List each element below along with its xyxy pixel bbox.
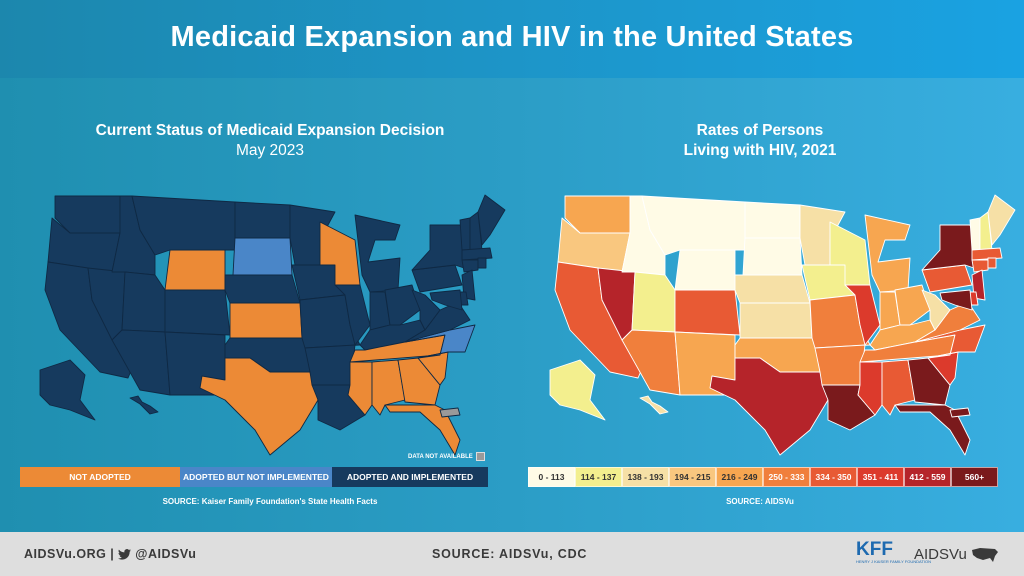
header-banner: Medicaid Expansion and HIV in the United…	[0, 0, 1024, 78]
hiv-state-ma	[971, 247, 1003, 261]
medicaid-state-tx	[199, 357, 319, 456]
medicaid-state-md	[429, 289, 463, 311]
footer-source: SOURCE: AIDSVu, CDC	[432, 547, 588, 561]
medicaid-state-wv	[411, 289, 441, 331]
page-title: Medicaid Expansion and HIV in the United…	[170, 21, 854, 53]
hiv-legend-item: 351 - 411	[857, 467, 904, 487]
hiv-state-il	[844, 284, 881, 346]
medicaid-state-wy	[164, 249, 226, 291]
medicaid-state-wa	[54, 195, 121, 234]
aidsvu-logo-text: AIDSVu	[914, 546, 967, 563]
medicaid-state-wi	[319, 221, 361, 286]
medicaid-state-ak	[39, 359, 96, 421]
hiv-legend: 0 - 113 114 - 137 138 - 193 194 - 215 216 - …	[528, 467, 998, 487]
medicaid-state-ut	[121, 271, 166, 333]
hiv-state-ga	[907, 357, 951, 406]
hiv-state-ak	[549, 359, 606, 421]
hiv-state-wy	[674, 249, 736, 291]
footer-links: AIDSVu.ORG | @AIDSVu	[24, 547, 196, 561]
medicaid-state-me	[477, 194, 506, 246]
medicaid-state-nc	[404, 324, 476, 359]
medicaid-state-ne	[224, 274, 301, 304]
hiv-state-me	[987, 194, 1016, 246]
medicaid-legend-item: ADOPTED BUT NOT IMPLEMENTED	[180, 467, 332, 487]
left-subtitle: May 2023	[235, 142, 305, 159]
hiv-state-ct	[971, 259, 989, 273]
hiv-legend-item: 138 - 193	[622, 467, 669, 487]
hiv-state-hi	[639, 395, 669, 415]
right-panel-title: Rates of Persons Living with HIV, 2021	[520, 121, 1000, 161]
hiv-state-md	[939, 289, 973, 311]
hiv-legend-item: 334 - 350	[810, 467, 857, 487]
hiv-state-nd	[744, 201, 801, 239]
medicaid-map	[39, 194, 1016, 456]
na-legend: DATA NOT AVAILABLE	[408, 452, 485, 461]
hiv-state-mi	[864, 214, 911, 293]
twitter-icon	[118, 549, 132, 560]
hiv-state-fl	[894, 404, 971, 456]
medicaid-legend-item: ADOPTED AND IMPLEMENTED	[332, 467, 488, 487]
left-panel-title: Current Status of Medicaid Expansion Dec…	[30, 121, 510, 161]
medicaid-state-hi	[129, 395, 159, 415]
hiv-state-oh	[894, 284, 931, 326]
hiv-state-co	[674, 289, 741, 336]
twitter-handle-link[interactable]: @AIDSVu	[135, 547, 197, 561]
na-swatch	[475, 452, 485, 461]
medicaid-state-ks	[229, 302, 303, 339]
medicaid-state-ar	[304, 344, 356, 386]
hiv-state-nc	[914, 324, 986, 359]
hiv-state-az	[621, 329, 681, 396]
left-title-text: Current Status of Medicaid Expansion Dec…	[95, 122, 445, 139]
medicaid-state-nd	[234, 201, 291, 239]
hiv-legend-item: 194 - 215	[669, 467, 716, 487]
hiv-state-sd	[742, 237, 803, 276]
medicaid-state-ct	[461, 259, 479, 273]
medicaid-state-az	[111, 329, 171, 396]
medicaid-legend-item: NOT ADOPTED	[20, 467, 180, 487]
medicaid-state-pr	[439, 407, 461, 418]
hiv-state-wv	[921, 289, 951, 331]
hiv-legend-item: 250 - 333	[763, 467, 810, 487]
medicaid-legend: NOT ADOPTED ADOPTED BUT NOT IMPLEMENTED AD…	[20, 467, 488, 487]
medicaid-state-oh	[384, 284, 421, 326]
hiv-state-vt	[969, 217, 981, 251]
aidsvu-url-link[interactable]: AIDSVu.ORG |	[24, 547, 115, 561]
hiv-legend-item: 560+	[951, 467, 998, 487]
medicaid-state-vt	[459, 217, 471, 251]
hiv-state-wa	[564, 195, 631, 234]
hiv-state-pr	[949, 407, 971, 418]
medicaid-state-ri	[477, 257, 487, 269]
medicaid-state-il	[334, 284, 371, 346]
hiv-state-ne	[734, 274, 811, 304]
medicaid-state-fl	[384, 404, 461, 456]
us-map-icon	[971, 548, 998, 563]
hiv-legend-item: 412 - 559	[904, 467, 951, 487]
hiv-state-wi	[829, 221, 871, 286]
footer: AIDSVu.ORG | @AIDSVu SOURCE: AIDSVu, CDC…	[0, 532, 1024, 576]
kff-logo-text: KFF	[856, 539, 893, 560]
hiv-legend-item: 216 - 249	[716, 467, 763, 487]
medicaid-state-ga	[397, 357, 441, 406]
kff-logo-subtext: HENRY J KAISER FAMILY FOUNDATION	[856, 559, 931, 564]
aidsvu-logo[interactable]: AIDSVu	[914, 546, 999, 563]
na-label: DATA NOT AVAILABLE	[408, 453, 473, 460]
hiv-state-ar	[814, 344, 866, 386]
right-source: SOURCE: AIDSVu	[726, 497, 794, 506]
hiv-state-ks	[739, 302, 813, 339]
hiv-state-ri	[987, 257, 997, 269]
right-title-line1: Rates of Persons	[696, 122, 824, 139]
medicaid-state-co	[164, 289, 231, 336]
medicaid-state-mi	[354, 214, 401, 293]
hiv-legend-item: 114 - 137	[575, 467, 622, 487]
left-source: SOURCE: Kaiser Family Foundation's State…	[162, 497, 378, 506]
medicaid-state-sd	[232, 237, 293, 276]
hiv-state-tx	[709, 357, 829, 456]
medicaid-state-ma	[461, 247, 493, 261]
kff-logo[interactable]: KFF HENRY J KAISER FAMILY FOUNDATION	[856, 540, 931, 564]
right-title-line2: Living with HIV, 2021	[683, 142, 837, 159]
hiv-legend-item: 0 - 113	[528, 467, 575, 487]
hiv-state-ut	[631, 271, 676, 333]
